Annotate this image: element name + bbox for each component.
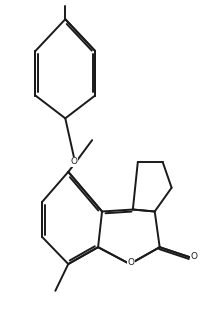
Text: O: O xyxy=(71,157,78,166)
Text: O: O xyxy=(191,252,198,261)
Text: O: O xyxy=(127,258,134,267)
